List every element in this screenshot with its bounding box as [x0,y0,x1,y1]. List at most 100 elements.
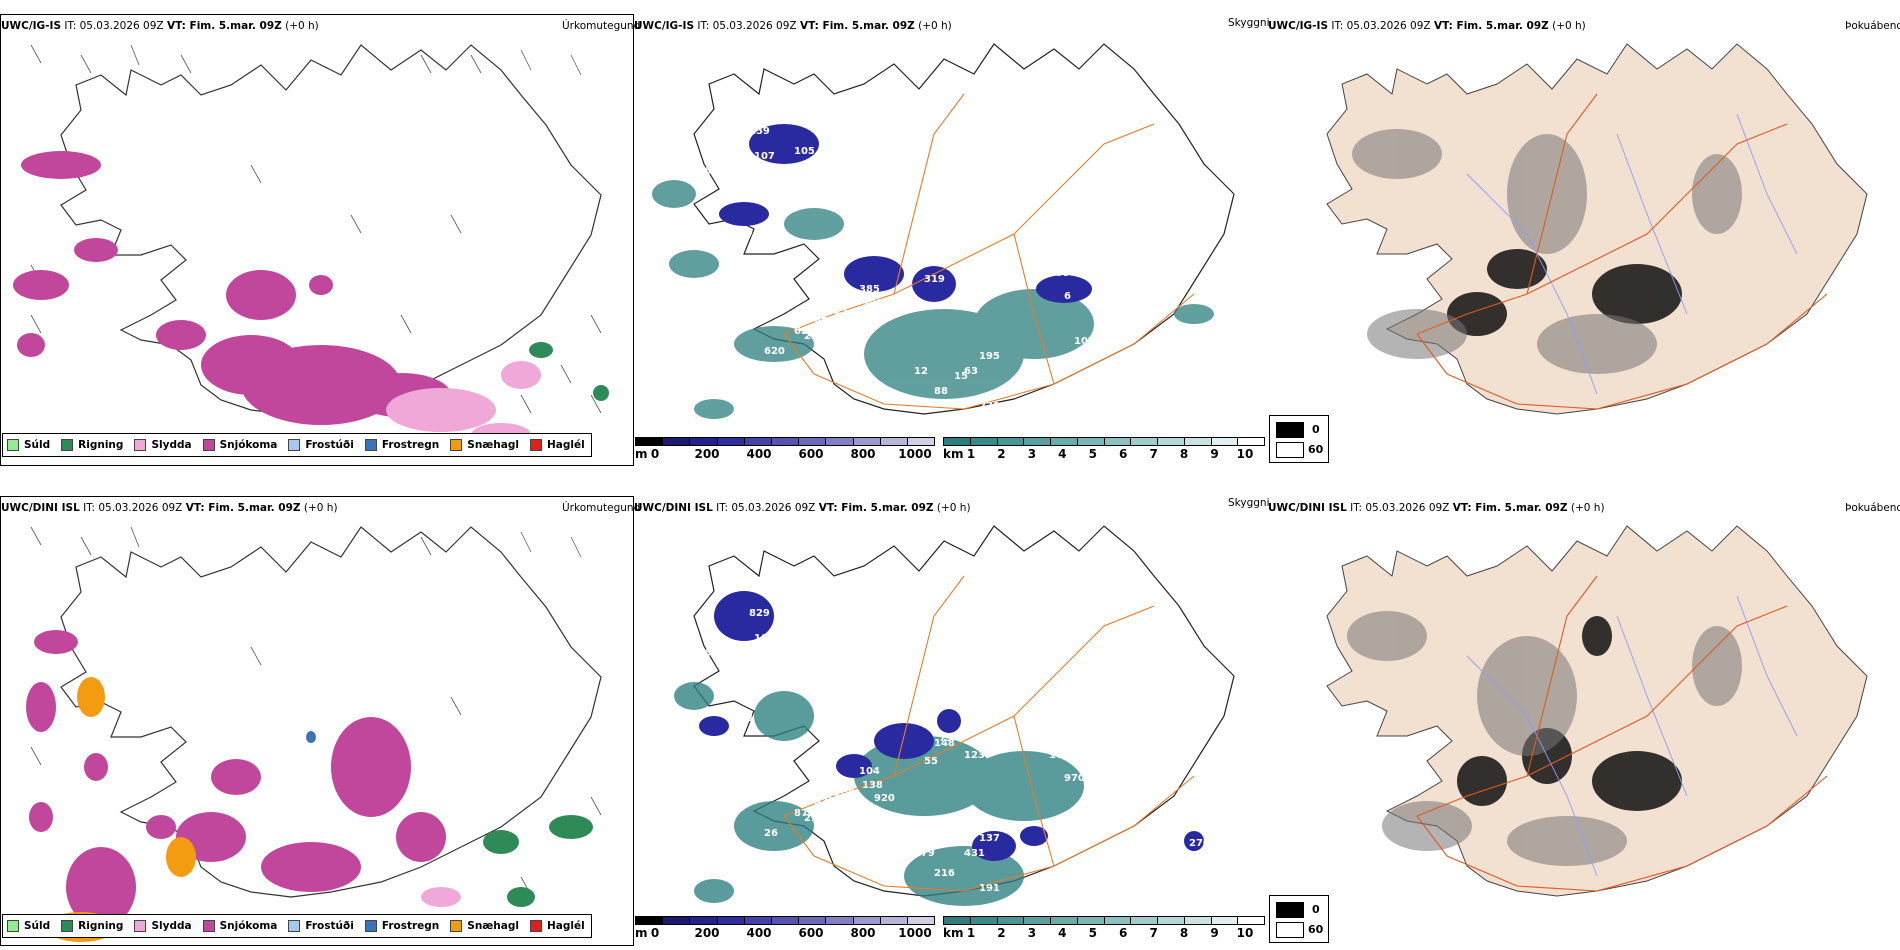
header-row1-cloudbase: UWC/IG-IS IT: 05.03.2026 09Z VT: Fim. 5.… [634,20,952,32]
colorbar-segment [880,917,908,924]
colorbar-segment [907,438,935,445]
colorbar-tick-label: 5 [1088,447,1097,461]
cloud-base-panel-row1: 106 18 15 63 799 159 182 807 12 195 107 131 86 15 93 10… [634,14,1267,466]
colorbar-tick-label: 4 [1058,926,1067,940]
cloud-base-value: 652 [704,166,725,177]
legend-swatch [202,439,215,451]
cloud-base-value: 63 [964,366,978,377]
cloud-base-value: 6 [1064,291,1071,302]
colorbar-segment [1158,917,1185,924]
colorbar-segment [1024,917,1051,924]
cloud-base-value: 106 [764,86,785,97]
colorbar-segment [1131,917,1158,924]
colorbar-ticks: m 0 200 400 600 800 1000 [635,446,935,461]
colorbar-segment [944,438,971,445]
legend-label: Rigning [78,439,124,451]
colorbar-segment [1131,438,1158,445]
legend-item-snæhagl: Snæhagl [450,439,519,451]
cloud-base-value: 148 [934,738,955,749]
legend-swatch [61,439,74,451]
cloud-base-value: 270 [1189,838,1210,849]
header-row1-cloudcover: UWC/IG-IS IT: 05.03.2026 09Z VT: Fim. 5.… [1268,20,1586,32]
colorbar-segment [690,438,718,445]
colorbar-segment [636,438,664,445]
legend-label: Snjókoma [219,439,278,451]
legend-item-frostregn: Frostregn [364,439,439,451]
colorbar-tick-label: 7 [1149,447,1158,461]
legend-label: Frostúði [305,439,354,451]
cloud-base-value: 431 [964,848,985,859]
cloud-base-value: 17 [1189,356,1203,367]
colorbar-tick-label: 600 [798,447,824,461]
legend-label: Haglél [546,920,585,932]
cloud-base-value: 229 [659,151,680,162]
colorbar-tick-label: 1 [966,447,976,461]
cloud-base-value: 47 [739,231,753,242]
legend-label: Snjókoma [219,920,278,932]
colorbar-tick-label: 4 [1058,447,1067,461]
cloud-base-map-row2 [674,525,1235,906]
colorbar-tick-label: 9 [1210,926,1219,940]
height-colorbar-row2: m 0 200 400 600 800 1000 [635,916,935,940]
colorbar-tick-label: 5 [1088,926,1097,940]
colorbar-segment [1184,917,1212,924]
cloud-base-value: 123 [964,750,985,761]
colorbar-segment [663,917,691,924]
cloud-cover-map-row2 [1326,525,1868,897]
legend-item-súld: Súld [7,920,50,932]
header-row2-cloudbase: UWC/DINI ISL IT: 05.03.2026 09Z VT: Fim.… [634,502,971,514]
legend-item-haglél: Haglél [529,920,585,932]
colorbar-segment [1051,438,1078,445]
precip-legend-row2: Súld Rigning Slydda Snjókoma Frostúði Frostre… [2,914,592,938]
legend-swatch [450,439,463,451]
cloud-cover-map-row1 [1326,43,1868,415]
colorbar-segment [997,917,1025,924]
cloud-base-value: 85 [659,633,673,644]
cloud-base-value: 528 [814,796,835,807]
legend-item-snæhagl: Snæhagl [450,920,519,932]
cloud-base-value: 86 [814,314,828,325]
precip-panel-row2 [0,496,634,946]
cloud-base-value: 203 [844,823,865,834]
legend-swatch [450,920,463,932]
legend-swatch [61,920,74,932]
title-row1-cloudbase: Skyggni [1228,17,1270,29]
cloud-base-value: 15 [954,371,968,382]
header-row2-cloudcover: UWC/DINI ISL IT: 05.03.2026 09Z VT: Fim.… [1268,502,1605,514]
cloud-base-value: 162 [1084,406,1105,417]
colorbar-tick-label: 3 [1027,926,1037,940]
legend-item-frostúði: Frostúði [288,439,354,451]
cloud-cover-panel-row1 [1267,14,1900,466]
wind-barbs [30,44,602,414]
colorbar-segment [853,438,881,445]
cloud-base-value: 107 [754,151,775,162]
colorbar-segment [826,438,854,445]
cloud-base-value: 12 [914,366,928,377]
colorbar-segment [771,438,800,445]
legend-swatch [529,920,542,932]
legend-item-slydda: Slydda [134,439,192,451]
colorbar-segment [1211,438,1239,445]
colorbar-segment [717,917,745,924]
colorbar-tick-label: 10 [1236,447,1254,461]
cloud-base-value: 990 [862,298,883,309]
colorbar-tick-label: 800 [850,926,876,940]
colorbar-tick-label: 9 [1210,447,1219,461]
colorbar-ticks: m 0 200 400 600 800 1000 [635,925,935,940]
colorbar-tick-label: 2 [997,926,1006,940]
colorbar-segment [853,917,881,924]
colorbar-segment [970,917,998,924]
cloud-base-value: 970 [1064,773,1085,784]
colorbar-segment [1077,917,1105,924]
cloud-base-value: 93 [1169,406,1183,417]
cloud-base-value: 131 [939,251,960,262]
legend-label: Súld [24,920,51,932]
cloud-base-value: 79 [939,733,953,744]
cloud-base-panel-row2: 133 123 871 216 145 85 55 26 191 141 68 104 215 224 27… [634,496,1267,946]
legend-swatch [288,920,301,932]
cloud-base-value: 191 [979,883,1000,894]
colorbar-strip [635,437,935,446]
cloud-base-value: 159 [749,126,770,137]
cloud-cover-legend-row2: 0 60 [1269,895,1329,943]
legend-item-frostúði: Frostúði [288,920,354,932]
